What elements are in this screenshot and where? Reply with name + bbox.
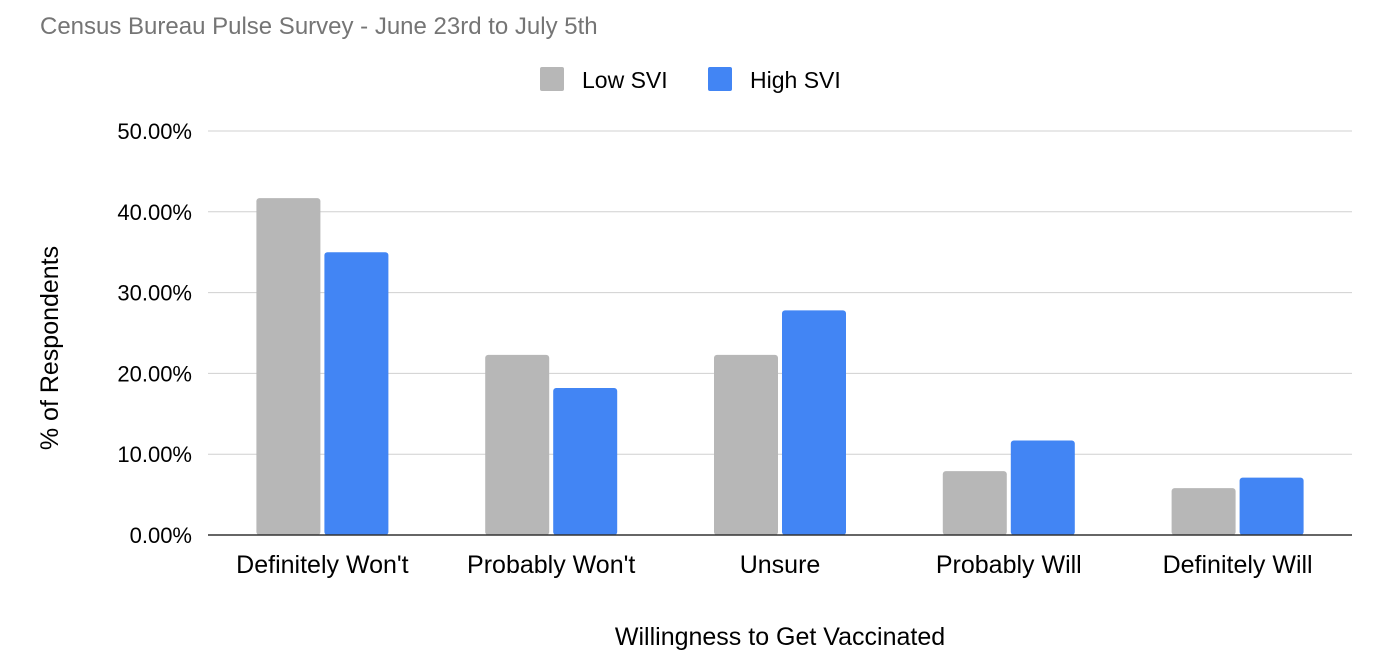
x-axis-label: Willingness to Get Vaccinated: [615, 623, 945, 651]
legend-label: Low SVI: [582, 67, 668, 93]
bar-low-svi: [1171, 488, 1236, 535]
x-axis-ticks: Definitely Won't Probably Won't Unsure Prob…: [236, 551, 1312, 579]
chart-title: Census Bureau Pulse Survey - June 23rd t…: [40, 13, 598, 40]
gridlines: [208, 130, 1352, 455]
x-tick-label: Definitely Will: [1163, 551, 1313, 579]
bar-high-svi: [1239, 477, 1304, 535]
bar-high-svi: [553, 387, 618, 535]
bar-low-svi: [256, 198, 321, 535]
x-tick-label: Probably Won't: [467, 551, 635, 579]
x-tick-label: Probably Will: [936, 551, 1082, 579]
bar-high-svi: [1010, 440, 1075, 535]
y-tick-label: 50.00%: [117, 119, 192, 144]
legend-label: High SVI: [750, 67, 841, 93]
y-tick-label: 10.00%: [117, 442, 192, 467]
x-tick-label: Definitely Won't: [236, 551, 408, 579]
y-tick-label: 30.00%: [117, 281, 192, 306]
legend-swatch: [540, 67, 564, 91]
legend-swatch: [708, 67, 732, 91]
legend: Low SVI High SVI: [540, 67, 841, 93]
y-tick-label: 40.00%: [117, 200, 192, 225]
bars: [256, 198, 1304, 535]
y-tick-label: 20.00%: [117, 361, 192, 386]
bar-low-svi: [485, 354, 550, 535]
y-axis-label: % of Respondents: [36, 246, 64, 450]
y-tick-label: 0.00%: [130, 523, 192, 548]
bar-high-svi: [324, 252, 389, 535]
bar-high-svi: [782, 310, 846, 535]
bar-low-svi: [942, 471, 1007, 535]
x-tick-label: Unsure: [740, 551, 821, 579]
y-axis-ticks: 0.00% 10.00% 20.00% 30.00% 40.00% 50.00%: [117, 119, 192, 548]
bar-low-svi: [714, 354, 778, 535]
